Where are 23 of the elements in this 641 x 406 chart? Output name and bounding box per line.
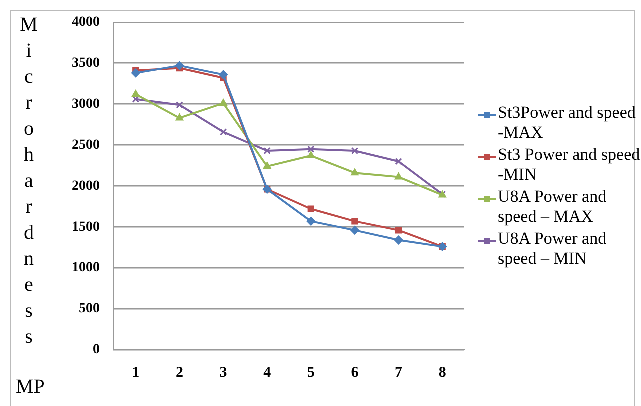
x-tick-label: 1	[132, 364, 140, 381]
x-tick-label: 3	[220, 364, 228, 381]
y-tick-label: 1000	[72, 260, 100, 276]
y-tick-label: 2000	[72, 178, 100, 194]
legend-label: St3Power and speed -MAX	[498, 103, 636, 142]
y-tick-label: 1500	[72, 220, 100, 235]
legend-label: U8A Power and speed – MIN	[498, 229, 607, 268]
x-tick-label: 6	[351, 364, 360, 381]
y-tick-label: 2500	[72, 138, 100, 153]
x-tick-label: 7	[395, 364, 404, 381]
y-tick-label: 500	[79, 302, 100, 317]
legend-label: St3 Power and speed -MIN	[498, 145, 640, 184]
legend-label: U8A Power and speed – MAX	[498, 187, 607, 226]
x-tick-label: 5	[307, 364, 315, 381]
y-tick-label: 3000	[72, 96, 100, 112]
x-tick-label: 4	[264, 364, 272, 381]
y-tick-label: 3500	[72, 56, 100, 71]
x-tick-label: 2	[176, 364, 184, 381]
y-tick-label: 0	[93, 342, 100, 358]
y-axis-title: Microhardness	[17, 14, 41, 352]
x-axis-title: MP	[16, 376, 45, 399]
y-tick-label: 4000	[72, 15, 100, 30]
x-tick-label: 8	[438, 364, 446, 381]
